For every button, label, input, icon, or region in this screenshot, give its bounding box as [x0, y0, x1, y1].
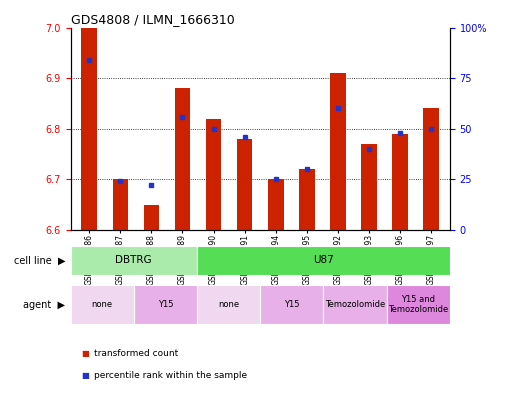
Bar: [361, 144, 377, 230]
Bar: [268, 179, 283, 230]
Text: agent  ▶: agent ▶: [24, 299, 65, 310]
Text: ■: ■: [81, 371, 89, 380]
Text: transformed count: transformed count: [94, 349, 178, 358]
Bar: [386, 285, 450, 324]
Bar: [144, 205, 159, 230]
Bar: [71, 246, 197, 275]
Bar: [237, 139, 253, 230]
Bar: [423, 108, 439, 230]
Text: U87: U87: [313, 255, 334, 265]
Text: percentile rank within the sample: percentile rank within the sample: [94, 371, 247, 380]
Bar: [206, 119, 221, 230]
Bar: [71, 285, 134, 324]
Text: Y15 and
Temozolomide: Y15 and Temozolomide: [388, 295, 448, 314]
Bar: [112, 179, 128, 230]
Bar: [330, 73, 346, 230]
Bar: [197, 246, 450, 275]
Bar: [134, 285, 197, 324]
Bar: [82, 28, 97, 230]
Text: Y15: Y15: [157, 300, 173, 309]
Text: Y15: Y15: [284, 300, 300, 309]
Text: cell line  ▶: cell line ▶: [14, 255, 65, 265]
Text: DBTRG: DBTRG: [116, 255, 152, 265]
Text: ■: ■: [81, 349, 89, 358]
Bar: [260, 285, 323, 324]
Bar: [392, 134, 408, 230]
Bar: [323, 285, 386, 324]
Bar: [197, 285, 260, 324]
Text: none: none: [218, 300, 239, 309]
Bar: [175, 88, 190, 230]
Text: GDS4808 / ILMN_1666310: GDS4808 / ILMN_1666310: [71, 13, 234, 26]
Text: Temozolomide: Temozolomide: [325, 300, 385, 309]
Text: none: none: [92, 300, 113, 309]
Bar: [299, 169, 314, 230]
